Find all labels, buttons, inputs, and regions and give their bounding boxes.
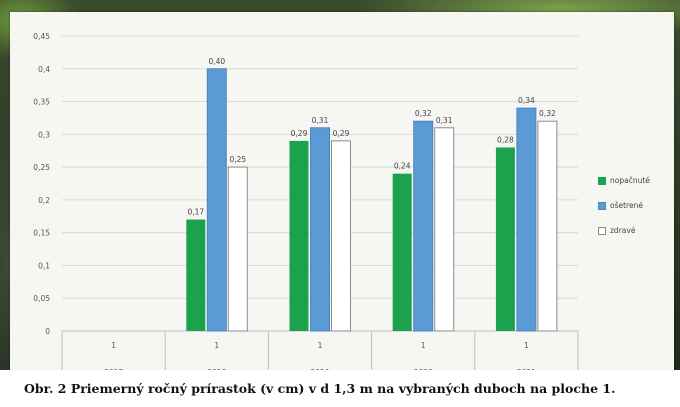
bar-zdrave — [537, 120, 558, 332]
bar-osetrene — [310, 127, 330, 332]
legend-item-zdrave: zdravé — [598, 226, 635, 235]
y-tick-label: 0,3 — [38, 130, 50, 139]
data-label: 0,25 — [229, 155, 246, 164]
data-label: 0,32 — [539, 109, 556, 118]
data-label: 0,31 — [312, 116, 329, 125]
bar-nopacnute — [186, 219, 206, 331]
bar-osetrene — [206, 68, 227, 332]
legend-swatch — [598, 176, 606, 185]
y-tick-label: 0,05 — [33, 294, 50, 303]
y-tick-label: 0,2 — [38, 196, 50, 205]
data-label: 0,29 — [333, 129, 350, 138]
y-tick-label: 0 — [45, 327, 50, 336]
figure-caption: Obr. 2 Priemerný ročný prírastok (v cm) … — [0, 370, 680, 407]
data-label: 0,31 — [436, 116, 453, 125]
bar-zdrave — [434, 127, 455, 332]
y-tick-label: 0,45 — [33, 32, 50, 41]
y-tick-label: 0,4 — [38, 65, 50, 74]
x-tick-sublabel: 1 — [421, 341, 426, 350]
data-label: 0,17 — [187, 208, 204, 217]
y-tick-label: 0,1 — [38, 261, 50, 270]
legend-label: zdravé — [610, 226, 636, 235]
bar-osetrene — [413, 120, 434, 332]
bar-zdrave — [331, 140, 351, 332]
bar-nopacnute — [289, 140, 309, 331]
bar-zdrave — [227, 166, 248, 332]
x-tick-sublabel: 1 — [318, 341, 323, 350]
bar-nopacnute — [495, 147, 515, 331]
bar-nopacnute — [392, 173, 412, 331]
legend-label: ošetrené — [610, 201, 643, 210]
y-tick-label: 0,25 — [33, 163, 50, 172]
x-tick-sublabel: 1 — [111, 341, 116, 350]
legend-item-nopacnute: nopačnuté — [598, 176, 650, 185]
data-label: 0,24 — [394, 162, 411, 171]
legend-swatch — [598, 201, 606, 210]
legend-item-osetrene: ošetrené — [598, 201, 643, 210]
data-label: 0,28 — [497, 135, 514, 144]
data-label: 0,29 — [291, 129, 308, 138]
data-label: 0,32 — [415, 109, 432, 118]
legend-swatch — [598, 226, 606, 235]
data-label: 0,40 — [208, 57, 225, 66]
legend-label: nopačnuté — [610, 176, 650, 185]
data-label: 0,34 — [518, 96, 535, 105]
x-tick-sublabel: 1 — [214, 341, 219, 350]
y-tick-label: 0,15 — [33, 229, 50, 238]
bar-osetrene — [516, 107, 537, 332]
y-tick-label: 0,35 — [33, 98, 50, 107]
x-tick-sublabel: 1 — [524, 341, 529, 350]
